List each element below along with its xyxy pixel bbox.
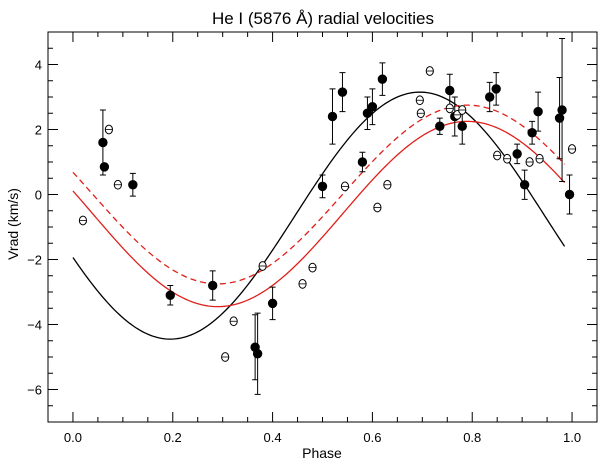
axis-ticks: 0.0 0.2 0.4 0.6 0.8 1.0 −6 −4 −2 0 2 4: [27, 31, 598, 445]
filled-data-point: [484, 92, 495, 102]
filled-data-point: [99, 162, 110, 172]
filled-data-point: [377, 74, 388, 84]
filled-data-point: [564, 189, 575, 200]
fit-curves: [72, 91, 566, 340]
y-tick-label: −6: [27, 383, 42, 398]
filled-data-point: [519, 180, 530, 190]
filled-data-point: [367, 102, 378, 112]
filled-data-point: [208, 280, 218, 291]
y-tick-label: 0: [35, 188, 42, 203]
y-tick-label: −2: [27, 253, 42, 268]
red-dashed-fit-curve: [72, 104, 566, 285]
red-solid-fit-curve: [72, 120, 566, 308]
x-tick-label: 1.0: [563, 430, 581, 445]
filled-data-point: [362, 108, 373, 118]
x-tick-label: 0.0: [64, 430, 82, 445]
filled-data-point: [527, 128, 537, 138]
data-points: [78, 66, 577, 362]
filled-data-point: [435, 121, 445, 131]
x-tick-label: 0.2: [164, 430, 182, 445]
filled-data-point: [554, 113, 565, 123]
x-axis-label: Phase: [302, 445, 342, 461]
filled-data-point: [557, 105, 567, 115]
filled-data-point: [491, 84, 501, 94]
y-tick-label: 2: [35, 123, 42, 138]
filled-data-point: [337, 87, 348, 97]
filled-data-point: [128, 180, 138, 190]
filled-data-point: [317, 181, 328, 192]
chart-title: He I (5876 Å) radial velocities: [212, 9, 434, 28]
x-tick-label: 0.8: [463, 430, 481, 445]
y-axis-label: Vrad (km/s): [5, 188, 21, 260]
filled-data-point: [445, 85, 455, 96]
x-tick-label: 0.6: [363, 430, 381, 445]
plot-frame: [47, 31, 598, 423]
filled-data-point: [512, 149, 522, 159]
black-fit-curve: [72, 91, 566, 340]
filled-data-point: [252, 349, 263, 359]
error-bars: [99, 38, 573, 395]
plot-border: [47, 31, 598, 423]
filled-data-point: [457, 121, 467, 131]
y-tick-label: 4: [35, 58, 42, 73]
x-tick-label: 0.4: [264, 430, 282, 445]
filled-data-point: [357, 157, 368, 167]
y-tick-label: −4: [27, 318, 42, 333]
filled-data-point: [98, 137, 108, 148]
filled-data-point: [267, 298, 278, 309]
filled-data-point: [327, 111, 338, 122]
filled-data-point: [533, 106, 543, 117]
filled-data-point: [165, 290, 175, 300]
